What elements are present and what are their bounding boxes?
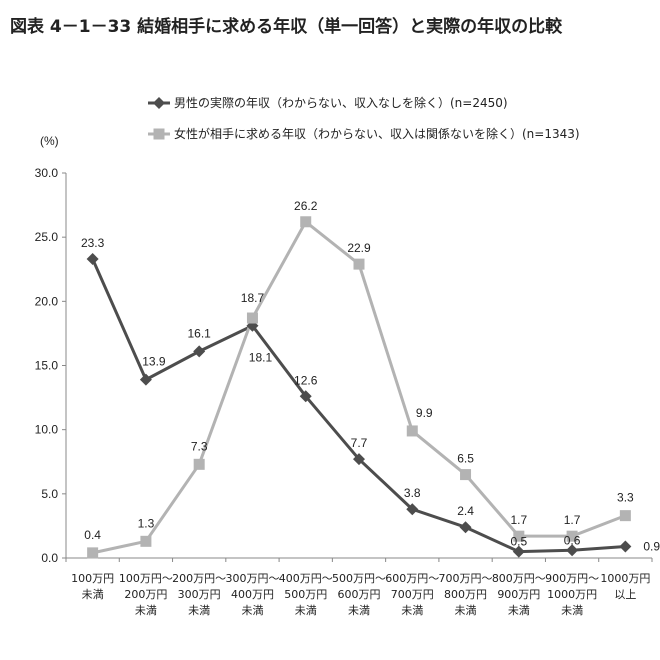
male-data-label: 3.8 bbox=[404, 486, 421, 500]
female-data-point bbox=[353, 258, 365, 270]
female-data-point bbox=[566, 530, 578, 542]
female-data-label: 0.4 bbox=[84, 528, 101, 542]
male-data-point bbox=[459, 521, 472, 534]
chart-legend: 男性の実際の年収（わからない、収入なしを除く）(n=2450) 女性が相手に求める… bbox=[148, 95, 580, 141]
category-label: 600万円～ 700万円未満 bbox=[385, 572, 439, 617]
male-data-point bbox=[139, 373, 152, 386]
male-data-point bbox=[193, 345, 206, 358]
female-data-point bbox=[300, 216, 312, 228]
y-tick-label: 10.0 bbox=[35, 423, 59, 437]
male-data-label: 23.3 bbox=[81, 236, 105, 250]
male-data-label: 0.5 bbox=[510, 535, 527, 549]
male-data-point bbox=[299, 390, 312, 403]
male-data-label: 13.9 bbox=[142, 355, 166, 369]
series-lines bbox=[91, 220, 626, 555]
male-data-point bbox=[406, 503, 419, 516]
female-data-label: 1.7 bbox=[510, 513, 527, 527]
female-data-label: 3.3 bbox=[617, 491, 634, 505]
y-tick-label: 20.0 bbox=[35, 294, 59, 308]
female-data-label: 22.9 bbox=[347, 241, 371, 255]
female-data-point bbox=[406, 425, 418, 437]
category-label: 800万円～ 900万円未満 bbox=[492, 572, 546, 617]
female-data-point bbox=[460, 469, 472, 481]
series-markers bbox=[86, 216, 632, 559]
male-data-point bbox=[353, 453, 365, 466]
female-data-point bbox=[513, 530, 525, 542]
page-title: 図表 4－1－33 結婚相手に求める年収（単一回答）と実際の年収の比較 bbox=[10, 17, 563, 37]
female-data-label: 1.3 bbox=[138, 516, 155, 530]
y-axis-label: (%) bbox=[40, 134, 59, 148]
legend-female-label: 女性が相手に求める年収（わからない、収入は関係ないを除く）(n=1343) bbox=[174, 126, 580, 141]
y-tick-label: 0.0 bbox=[41, 551, 58, 565]
legend-diamond-icon bbox=[153, 97, 165, 109]
y-tick-label: 30.0 bbox=[35, 166, 59, 180]
male-data-label: 16.1 bbox=[188, 326, 212, 340]
category-label: 700万円～ 800万円未満 bbox=[439, 572, 493, 617]
category-label: 300万円～ 400万円未満 bbox=[225, 572, 279, 617]
y-tick-label: 25.0 bbox=[35, 230, 59, 244]
male-data-label: 2.4 bbox=[457, 504, 474, 518]
male-data-point bbox=[512, 545, 525, 558]
male-data-point bbox=[86, 252, 99, 265]
male-data-label: 18.1 bbox=[249, 351, 273, 365]
male-data-label: 12.6 bbox=[294, 373, 318, 387]
male-data-label: 0.9 bbox=[643, 539, 660, 553]
legend-square-icon bbox=[153, 128, 165, 140]
male-data-point bbox=[566, 544, 579, 557]
female-data-point bbox=[246, 312, 258, 324]
category-label: 400万円～ 500万円未満 bbox=[279, 572, 333, 617]
female-data-label: 1.7 bbox=[564, 513, 581, 527]
category-label: 100万円未満 bbox=[71, 572, 114, 601]
female-desired-income-line bbox=[92, 220, 626, 555]
male-data-label: 7.7 bbox=[351, 436, 368, 450]
male-data-label: 0.6 bbox=[564, 533, 581, 547]
data-labels: 23.3 13.9 16.1 18.1 12.6 7.7 3.8 2.4 0.5 0.6 0.9 0.… bbox=[81, 199, 660, 554]
category-label: 200万円～ 300万円未満 bbox=[172, 572, 226, 617]
legend-male-label: 男性の実際の年収（わからない、収入なしを除く）(n=2450) bbox=[174, 95, 508, 110]
female-data-point bbox=[619, 510, 631, 522]
female-data-point bbox=[193, 458, 205, 470]
female-data-label: 6.5 bbox=[457, 452, 474, 466]
category-label: 500万円～ 600万円未満 bbox=[332, 572, 386, 617]
female-data-label: 26.2 bbox=[294, 199, 318, 213]
category-label: 1000万円以上 bbox=[600, 572, 650, 601]
category-label: 900万円～ 1000万円未満 bbox=[545, 572, 599, 617]
female-data-point bbox=[87, 547, 99, 559]
male-actual-income-line bbox=[91, 258, 626, 554]
y-tick-label: 5.0 bbox=[41, 487, 58, 501]
chart-axes: 0.0 5.0 10.0 15.0 20.0 25.0 30.0 bbox=[35, 166, 653, 565]
female-data-point bbox=[140, 535, 152, 547]
y-tick-label: 15.0 bbox=[35, 359, 59, 373]
category-label: 100万円～ 200万円未満 bbox=[119, 572, 173, 617]
female-data-label: 7.3 bbox=[191, 439, 208, 453]
female-data-label: 18.7 bbox=[241, 291, 265, 305]
male-data-point bbox=[619, 540, 632, 553]
female-data-label: 9.9 bbox=[416, 406, 433, 420]
